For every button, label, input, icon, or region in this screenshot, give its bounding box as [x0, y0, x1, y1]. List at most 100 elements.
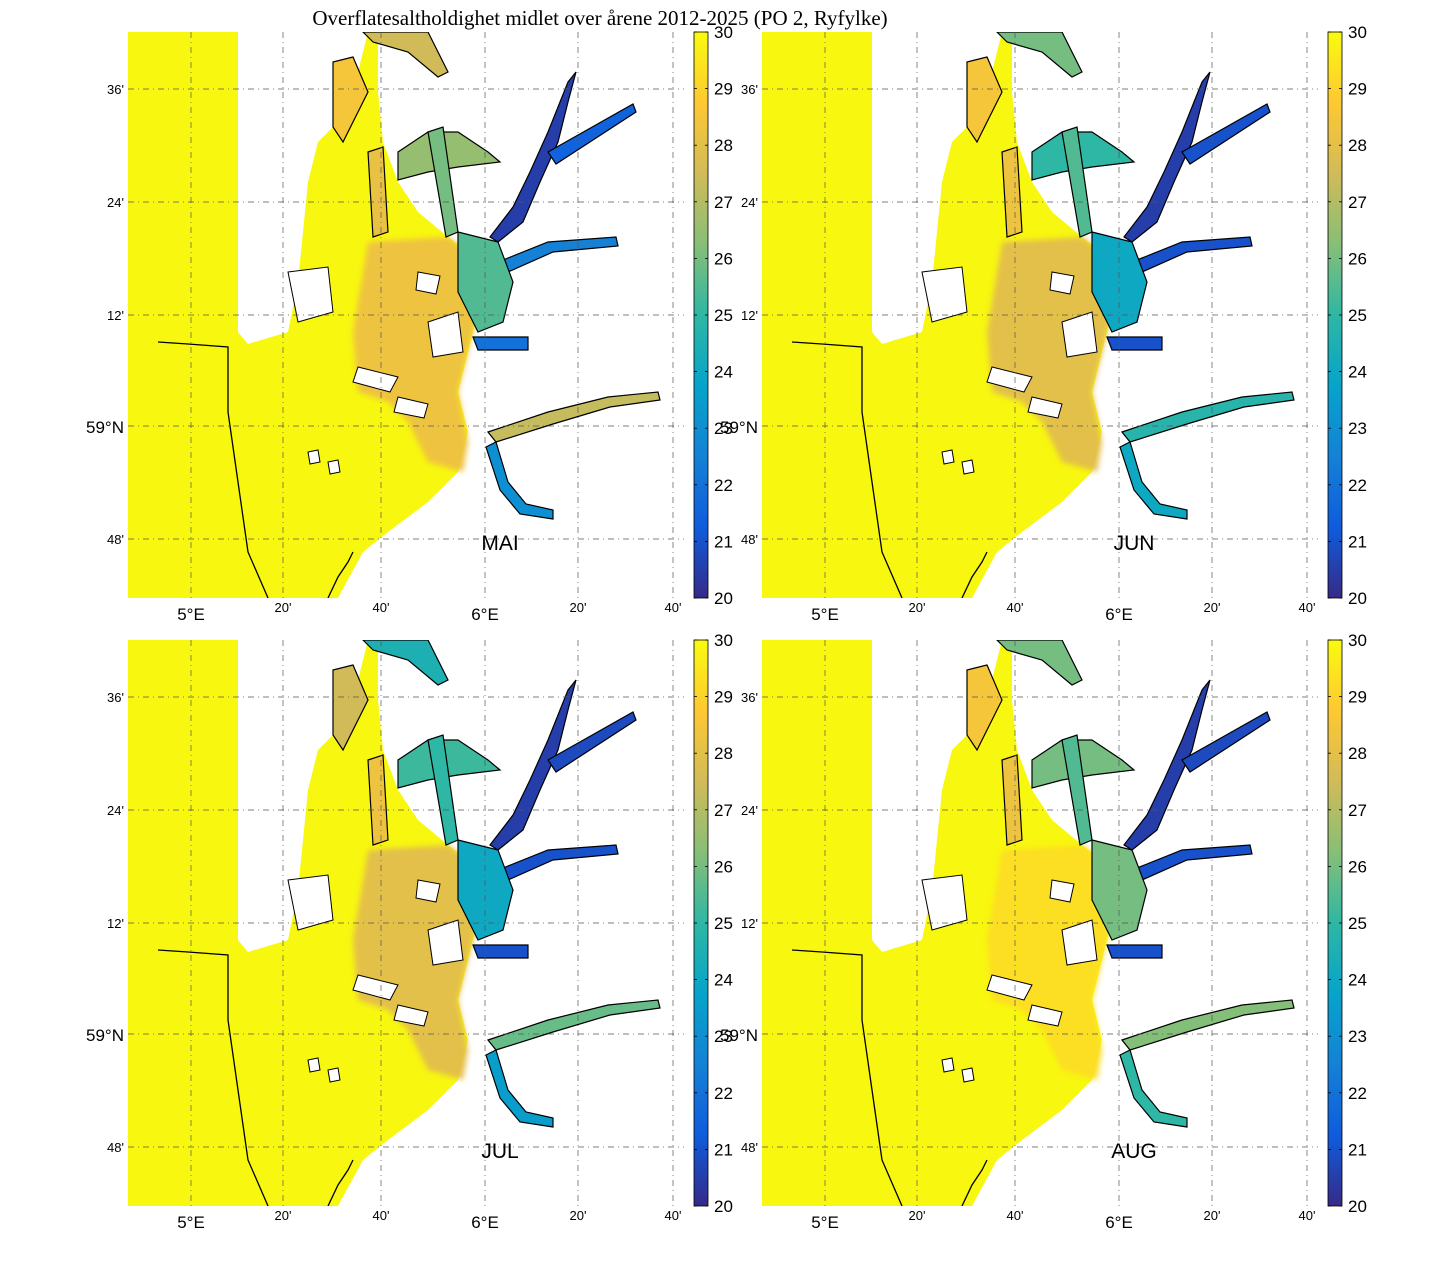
latitude-label: 48'	[107, 1140, 124, 1155]
colorbar-label: 25	[1348, 306, 1367, 325]
longitude-label: 20'	[909, 600, 926, 615]
colorbar-label: 27	[1348, 193, 1367, 212]
boundary-line	[157, 949, 269, 1206]
fjord-arm-10	[966, 664, 1003, 752]
colorbar-label: 25	[714, 914, 733, 933]
colorbar-label: 20	[714, 589, 733, 608]
figure-title: Overflatesaltholdighet midlet over årene…	[312, 6, 888, 30]
colorbar-label: 21	[1348, 532, 1367, 551]
latitude-label: 48'	[107, 532, 124, 547]
island-6	[961, 1067, 975, 1083]
island-6	[961, 459, 975, 475]
island-4	[415, 879, 441, 903]
colorbar-label: 23	[1348, 1027, 1367, 1046]
fjord-arm-1	[547, 711, 637, 773]
colorbar-label: 24	[714, 971, 733, 990]
colorbar-label: 25	[1348, 914, 1367, 933]
fjord-arm-1	[1181, 711, 1271, 773]
colorbar-label: 28	[714, 136, 733, 155]
colorbar-label: 22	[1348, 1084, 1367, 1103]
longitude-label: 40'	[665, 1208, 682, 1223]
island-0	[921, 266, 968, 323]
colorbar-label: 30	[1348, 631, 1367, 650]
latitude-label: 59°N	[720, 1026, 758, 1045]
longitude-label: 6°E	[1105, 1213, 1133, 1232]
fjord-arm-5	[485, 441, 554, 520]
colorbar-label: 20	[714, 1197, 733, 1216]
island-6	[327, 1067, 341, 1083]
latitude-label: 24'	[741, 195, 758, 210]
colorbar-label: 22	[714, 1084, 733, 1103]
longitude-label: 20'	[909, 1208, 926, 1223]
longitude-label: 6°E	[471, 1213, 499, 1232]
island-4	[415, 271, 441, 295]
colorbar-label: 28	[1348, 136, 1367, 155]
map-panel-aug: 36' 24' 12' 59°N 48' 5°E 20' 40' 6°E 20' 40' AUG 30 2…	[720, 631, 1367, 1232]
map-panel-mai: 36' 24' 12' 59°N 48' 5°E 20' 40' 6°E 20' 40' MAI 30 2…	[86, 23, 733, 624]
fjord-arm-9	[367, 146, 389, 238]
colorbar-label: 25	[714, 306, 733, 325]
longitude-label: 5°E	[177, 605, 205, 624]
longitude-label: 40'	[373, 1208, 390, 1223]
latitude-label: 24'	[107, 195, 124, 210]
map-area	[762, 640, 1318, 1206]
coast-line	[327, 551, 354, 598]
longitude-label: 20'	[570, 600, 587, 615]
latitude-label: 59°N	[720, 418, 758, 437]
island-0	[287, 266, 334, 323]
longitude-label: 40'	[373, 600, 390, 615]
fjord-arm-10	[332, 56, 369, 144]
fjord-arm-8	[457, 231, 514, 333]
longitude-label: 5°E	[811, 605, 839, 624]
map-area	[128, 640, 684, 1206]
fjord-arm-3	[1106, 944, 1163, 959]
island-2	[352, 366, 399, 393]
central-basin	[353, 845, 488, 1080]
longitude-label: 20'	[1204, 600, 1221, 615]
fjord-arm-10	[966, 56, 1003, 144]
fjord-arm-11	[996, 32, 1083, 78]
colorbar-label: 30	[1348, 23, 1367, 42]
colorbar-label: 21	[714, 532, 733, 551]
colorbar-label: 29	[714, 688, 733, 707]
fjord-arm-3	[1106, 336, 1163, 351]
colorbar: 30 29 28 27 26 25 24 23 22 21 20	[1327, 23, 1367, 608]
latitude-label: 12'	[107, 916, 124, 931]
latitude-label: 36'	[107, 82, 124, 97]
fjord-arm-3	[472, 336, 529, 351]
colorbar-label: 21	[714, 1140, 733, 1159]
longitude-label: 20'	[570, 1208, 587, 1223]
month-label: JUN	[1114, 532, 1155, 555]
longitude-label: 6°E	[1105, 605, 1133, 624]
colorbar-label: 26	[714, 857, 733, 876]
island-3	[393, 396, 429, 419]
island-5	[307, 1057, 321, 1073]
boundary-line	[157, 341, 269, 598]
colorbar-label: 26	[1348, 857, 1367, 876]
colorbar-label: 28	[1348, 744, 1367, 763]
colorbar-label: 21	[1348, 1140, 1367, 1159]
longitude-label: 20'	[275, 600, 292, 615]
colorbar-label: 20	[1348, 589, 1367, 608]
latitude-label: 36'	[741, 82, 758, 97]
colorbar-label: 29	[1348, 688, 1367, 707]
longitude-label: 5°E	[811, 1213, 839, 1232]
longitude-label: 40'	[1007, 1208, 1024, 1223]
island-2	[352, 974, 399, 1001]
longitude-label: 40'	[1299, 1208, 1316, 1223]
longitude-label: 40'	[1007, 600, 1024, 615]
fjord-arm-8	[457, 839, 514, 941]
map-panel-jun: 36' 24' 12' 59°N 48' 5°E 20' 40' 6°E 20' 40' JUN 30 2…	[720, 23, 1367, 624]
island-2	[986, 366, 1033, 393]
map-panel-jul: 36' 24' 12' 59°N 48' 5°E 20' 40' 6°E 20' 40' JUL 30 2…	[86, 631, 733, 1232]
month-label: AUG	[1111, 1140, 1157, 1163]
latitude-label: 24'	[741, 803, 758, 818]
latitude-label: 36'	[741, 690, 758, 705]
fjord-arm-4	[486, 391, 661, 443]
colorbar-label: 30	[714, 23, 733, 42]
fjord-arm-9	[1001, 754, 1023, 846]
colorbar-label: 23	[714, 1027, 733, 1046]
island-5	[941, 1057, 955, 1073]
central-basin	[987, 845, 1122, 1080]
